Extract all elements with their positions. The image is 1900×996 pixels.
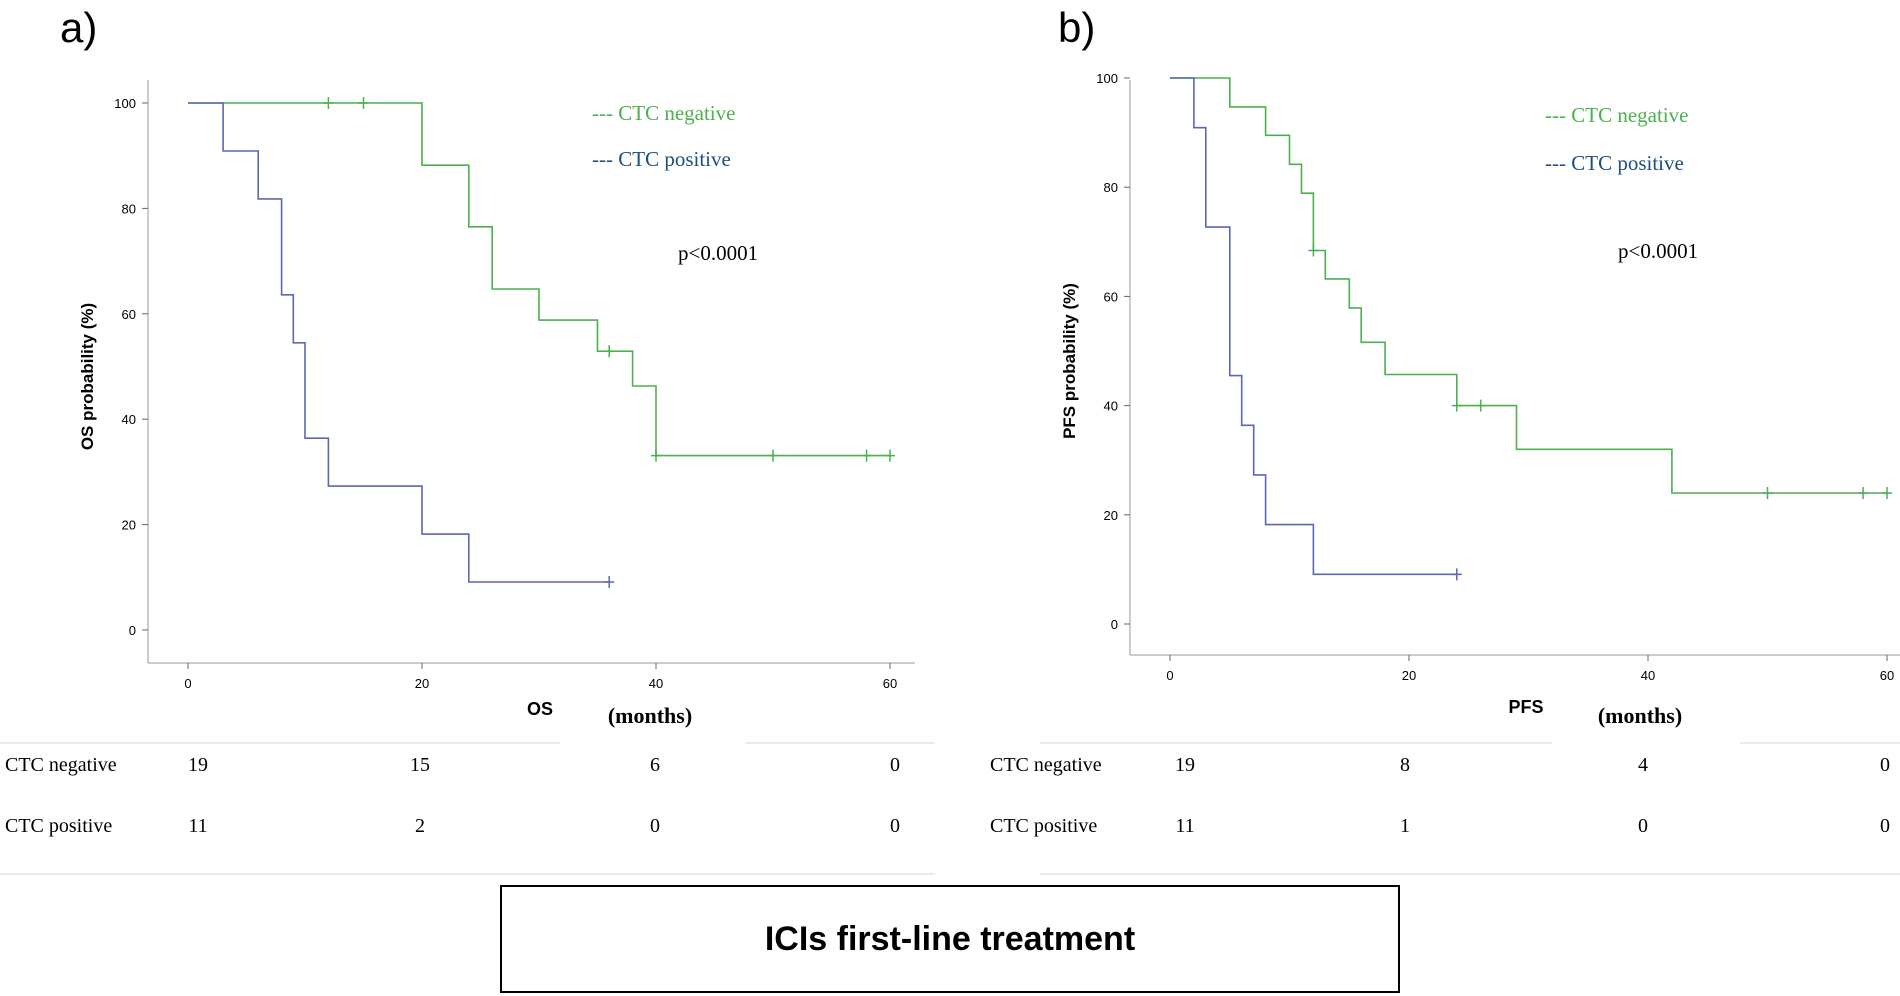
risk-row-label: CTC negative	[5, 754, 117, 776]
x-tick-label: 0	[184, 676, 191, 691]
risk-count: 19	[1175, 754, 1195, 776]
risk-count: 0	[890, 815, 900, 837]
p-value-annotation: p<0.0001	[1618, 239, 1698, 263]
risk-count: 11	[188, 815, 207, 837]
y-axis-label: PFS probability (%)	[1060, 283, 1079, 439]
risk-count: 8	[1400, 754, 1410, 776]
risk-count: 19	[188, 754, 208, 776]
risk-row-label: CTC negative	[990, 754, 1102, 776]
censor-mark	[604, 576, 615, 589]
ctc-negative-curve	[1170, 77, 1887, 494]
risk-count: 2	[415, 815, 425, 837]
risk-count: 1	[1400, 815, 1410, 837]
risk-table-row: CTC negative 19 15 6 0	[5, 754, 900, 776]
p-value-annotation: p<0.0001	[678, 241, 758, 265]
ctc-positive-curve	[188, 102, 610, 583]
ctc-positive-curve	[1170, 77, 1457, 576]
treatment-caption-box: ICIs first-line treatment	[500, 885, 1400, 993]
y-tick-label: 80	[122, 201, 136, 216]
legend-ctc-positive: --- CTC positive	[1545, 151, 1684, 175]
x-axis-label: PFS	[1508, 697, 1543, 717]
y-tick-label: 20	[1104, 508, 1118, 523]
y-tick-label: 20	[122, 518, 136, 533]
x-tick-label: 40	[649, 676, 663, 691]
y-tick-label: 100	[1096, 71, 1118, 86]
x-tick-label: 60	[1880, 668, 1894, 683]
ctc-negative-curve	[188, 102, 890, 457]
legend-ctc-negative: --- CTC negative	[1545, 103, 1688, 127]
y-tick-label: 40	[122, 412, 136, 427]
censor-mark	[358, 97, 369, 109]
treatment-caption: ICIs first-line treatment	[764, 919, 1136, 958]
y-tick-label: 0	[129, 623, 136, 638]
y-tick-label: 60	[1104, 289, 1118, 304]
risk-count: 11	[1175, 815, 1194, 837]
censor-mark	[1451, 568, 1462, 581]
y-axis-label: OS probability (%)	[78, 303, 97, 450]
y-tick-label: 80	[1104, 180, 1118, 195]
legend-ctc-negative: --- CTC negative	[592, 101, 735, 125]
legend-ctc-positive: --- CTC positive	[592, 147, 731, 171]
y-tick-label: 40	[1104, 399, 1118, 414]
x-axis-unit: (months)	[1598, 703, 1682, 728]
censor-mark	[1308, 244, 1319, 257]
x-tick-label: 20	[415, 676, 429, 691]
risk-count: 0	[1880, 754, 1890, 776]
y-tick-label: 0	[1111, 617, 1118, 632]
risk-table-row: CTC positive 11 2 0 0	[5, 815, 900, 837]
x-tick-label: 60	[883, 676, 897, 691]
censor-mark	[861, 449, 872, 462]
risk-table-row: CTC negative 19 8 4 0	[990, 754, 1890, 776]
risk-row-label: CTC positive	[990, 815, 1097, 837]
x-tick-label: 20	[1402, 668, 1416, 683]
censor-mark	[651, 449, 661, 462]
censor-mark	[1858, 486, 1869, 499]
censor-mark	[885, 449, 895, 462]
panel-label: a)	[60, 4, 97, 51]
censor-mark	[1451, 399, 1462, 412]
risk-row-label: CTC positive	[5, 815, 112, 837]
x-tick-label: 0	[1166, 668, 1173, 683]
x-axis-label: OS	[527, 699, 553, 719]
censor-mark	[1882, 486, 1892, 499]
risk-count: 6	[650, 754, 660, 776]
x-tick-label: 40	[1641, 668, 1655, 683]
censor-mark	[323, 97, 334, 109]
risk-count: 0	[1638, 815, 1648, 837]
censor-mark	[604, 345, 615, 358]
risk-table-row: CTC positive 11 1 0 0	[990, 815, 1890, 837]
panel-label: b)	[1058, 4, 1095, 51]
risk-count: 0	[1880, 815, 1890, 837]
risk-count: 0	[890, 754, 900, 776]
risk-count: 4	[1638, 754, 1648, 776]
risk-count: 15	[410, 754, 430, 776]
y-tick-label: 100	[114, 96, 136, 111]
censor-mark	[1762, 486, 1773, 499]
censor-mark	[768, 449, 778, 462]
x-axis-unit: (months)	[608, 703, 692, 728]
censor-mark	[1475, 399, 1486, 412]
risk-count: 0	[650, 815, 660, 837]
y-tick-label: 60	[122, 307, 136, 322]
